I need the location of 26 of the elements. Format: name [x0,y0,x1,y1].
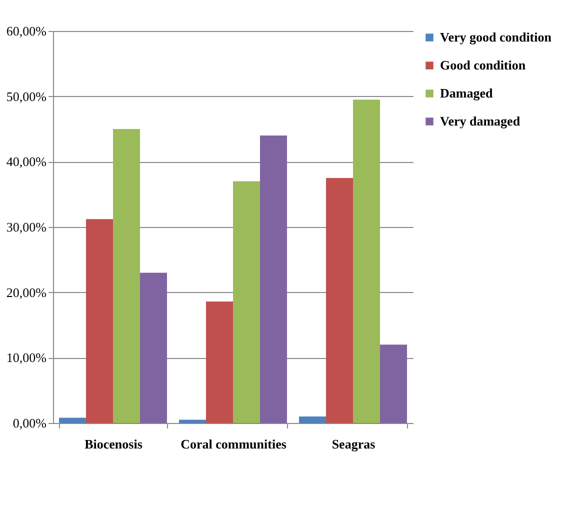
bar [353,100,380,423]
x-tick-label: Seagras [332,436,376,452]
bar [299,416,326,423]
bar [206,301,233,423]
bar [326,178,353,423]
x-tick-label: Biocenosis [84,436,142,452]
bar [233,181,260,423]
y-tick-label: 60,00% [6,24,47,38]
bar [179,420,206,423]
bar [260,136,287,423]
bar [86,219,113,423]
bar [140,272,167,423]
y-tick-label: 30,00% [6,220,47,234]
legend-label: Damaged [440,86,494,100]
y-tick-label: 20,00% [6,284,47,300]
y-tick-label: 10,00% [6,350,47,366]
bar [380,344,407,423]
legend-label: Good condition [440,58,526,72]
legend-label: Very damaged [440,114,521,128]
legend-label: Very good condition [440,30,552,44]
bar [113,129,140,423]
y-tick-label: 50,00% [6,88,47,104]
bar [59,418,86,423]
y-tick-label: 0,00% [12,416,47,430]
y-tick-label: 40,00% [6,154,47,170]
x-tick-label: Coral communities [180,436,286,452]
